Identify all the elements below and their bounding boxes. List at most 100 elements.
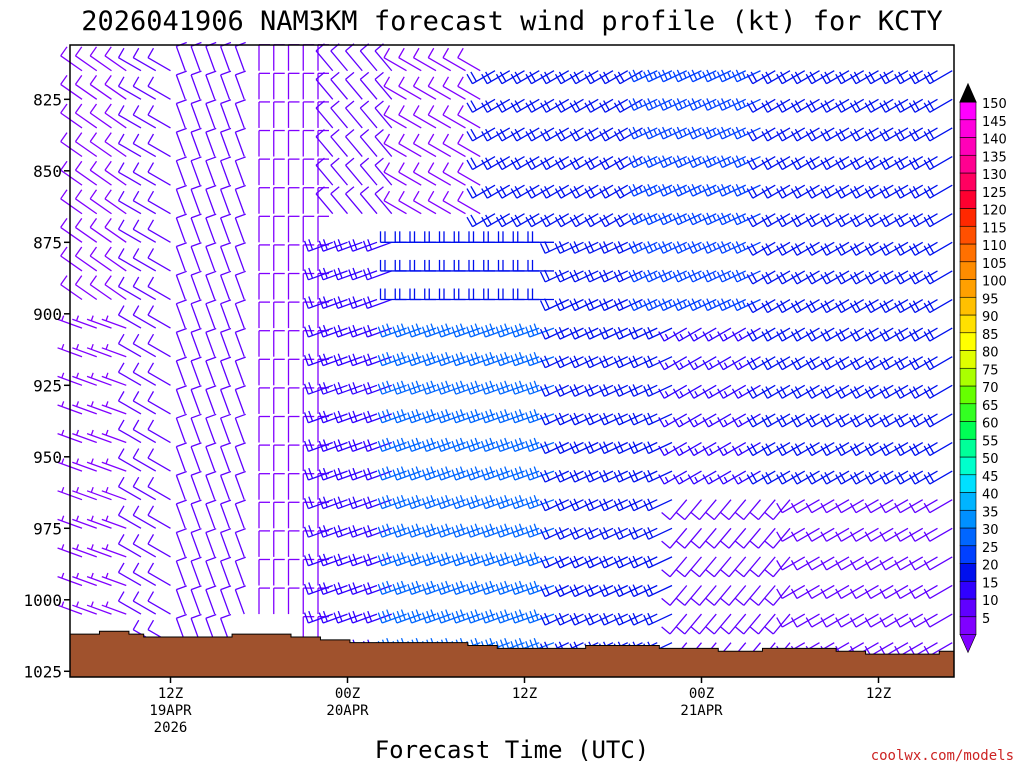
barb-flag xyxy=(569,328,576,340)
barb-staff xyxy=(929,556,953,571)
barb-flag xyxy=(345,71,355,80)
barb-flag xyxy=(466,188,474,199)
barb-flag xyxy=(359,100,370,109)
barb-flag xyxy=(661,540,671,549)
barb-staff xyxy=(352,356,378,367)
barb-flag xyxy=(470,353,476,365)
barb-flag xyxy=(598,414,605,426)
wind-barb xyxy=(175,499,187,529)
barb-flag xyxy=(764,597,774,606)
barb-flag xyxy=(499,186,507,197)
barb-flag xyxy=(459,523,465,535)
barb-half-flag xyxy=(75,601,80,607)
barb-flag xyxy=(117,476,125,488)
barb-flag xyxy=(824,414,831,425)
barb-flag xyxy=(864,102,872,113)
barb-flag xyxy=(617,71,625,82)
wind-barb xyxy=(480,437,510,453)
barb-flag xyxy=(628,243,635,254)
wind-barb xyxy=(483,231,510,243)
barb-flag xyxy=(345,129,355,138)
barb-staff xyxy=(118,114,142,129)
barb-half-flag xyxy=(742,101,746,107)
wind-barb xyxy=(258,530,270,557)
barb-flag xyxy=(776,245,783,256)
wind-barb xyxy=(731,269,761,283)
barb-flag xyxy=(780,386,787,397)
barb-staff xyxy=(413,114,437,129)
wind-barb xyxy=(436,609,466,624)
barb-flag xyxy=(132,248,140,259)
barb-flag xyxy=(643,300,650,311)
wind-barb xyxy=(219,499,232,529)
barb-flag xyxy=(303,498,309,509)
wind-barb xyxy=(273,473,285,500)
wind-barb xyxy=(409,288,436,301)
barb-flag xyxy=(352,439,358,451)
wind-barb xyxy=(438,231,466,243)
barb-staff xyxy=(219,560,231,586)
barb-staff xyxy=(381,613,407,624)
wind-barb xyxy=(407,466,437,481)
barb-flag xyxy=(672,300,679,311)
wind-barb xyxy=(643,584,673,598)
barb-flag xyxy=(362,469,368,481)
wind-barb xyxy=(74,246,98,272)
barb-staff xyxy=(337,556,363,567)
barb-flag xyxy=(518,409,524,420)
barb-flag xyxy=(706,298,713,309)
barb-flag xyxy=(794,443,802,454)
barb-flag xyxy=(868,100,876,111)
barb-staff xyxy=(147,257,171,272)
barb-half-flag xyxy=(738,419,743,425)
barb-flag xyxy=(923,474,931,485)
barb-flag xyxy=(657,271,664,283)
barb-flag xyxy=(529,410,535,422)
barb-flag xyxy=(716,271,723,283)
barb-half-flag xyxy=(727,129,731,136)
barb-flag xyxy=(440,410,446,422)
wind-barb xyxy=(74,103,98,129)
barb-flag xyxy=(459,409,465,420)
barb-flag xyxy=(529,382,535,393)
barb-flag xyxy=(835,331,842,342)
wind-barb xyxy=(705,585,732,606)
barb-flag xyxy=(746,274,754,285)
barb-staff xyxy=(132,457,157,472)
barb-flag xyxy=(117,362,125,373)
barb-flag xyxy=(190,242,202,248)
wind-barb xyxy=(132,47,157,72)
barb-flag xyxy=(411,410,417,422)
barb-flag xyxy=(455,496,461,508)
wind-barb xyxy=(421,609,451,624)
barb-flag xyxy=(923,531,931,542)
barb-flag xyxy=(499,525,505,536)
barb-flag xyxy=(908,502,916,514)
barb-staff xyxy=(104,83,127,100)
barb-staff xyxy=(147,514,171,529)
barb-flag xyxy=(544,71,551,82)
barb-flag xyxy=(908,302,916,313)
barb-staff xyxy=(359,50,378,72)
barb-flag xyxy=(362,326,368,338)
barb-flag xyxy=(318,498,324,509)
barb-flag xyxy=(352,525,358,536)
x-tick-label: 20APR xyxy=(326,703,369,719)
colorbar-segment xyxy=(959,172,977,192)
barb-flag xyxy=(544,100,551,111)
barb-flag xyxy=(835,474,842,485)
barb-flag xyxy=(132,391,140,402)
barb-staff xyxy=(190,246,201,272)
wind-barb xyxy=(497,231,525,243)
barb-flag xyxy=(459,323,465,335)
barb-half-flag xyxy=(61,315,65,321)
wind-barb xyxy=(147,505,171,529)
barb-staff xyxy=(427,85,452,100)
wind-barb xyxy=(392,323,422,338)
barb-flag xyxy=(235,327,246,333)
wind-barb xyxy=(74,46,98,72)
barb-flag xyxy=(60,246,68,257)
wind-barb xyxy=(457,76,481,100)
barb-flag xyxy=(499,439,505,451)
barb-flag xyxy=(923,302,931,313)
